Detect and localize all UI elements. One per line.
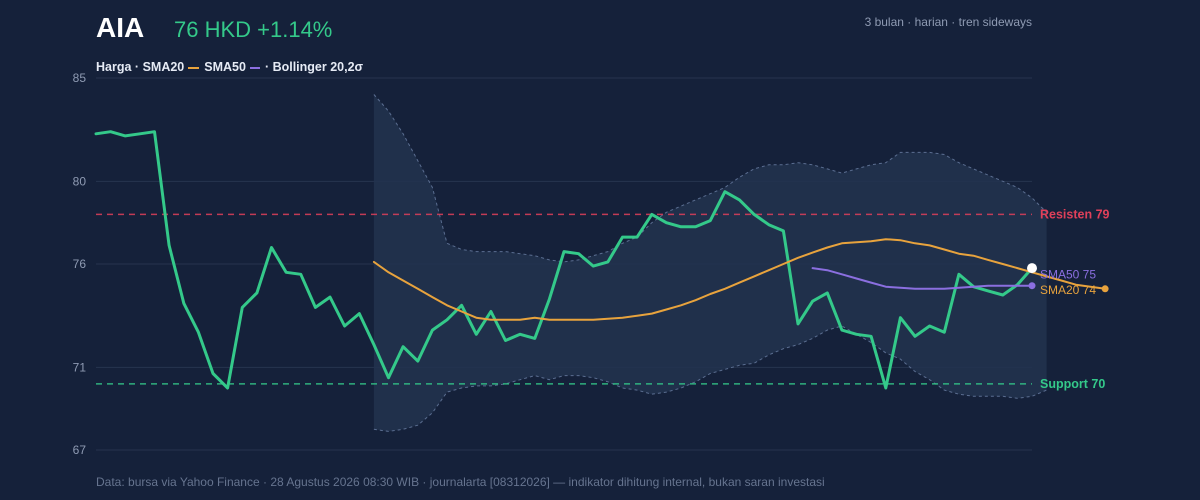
series-line-sma20 [372,238,1107,321]
sma20-end-label: SMA20 74 [1040,283,1096,297]
legend-sma50: SMA50 [204,60,246,74]
ticker-symbol: AIA [96,12,145,43]
series-line-sma50 [811,267,1033,290]
legend-sma20-swatch [188,66,200,69]
legend-bollinger: · Bollinger 20,2σ [264,60,364,74]
bollinger-band [373,94,1047,432]
series-line-harga [94,130,1034,390]
legend-sma20: SMA20 [142,60,185,74]
sma50-last-marker [1028,282,1036,290]
sma20-last-marker [1101,285,1109,293]
bollinger-upper [373,94,1047,263]
sma50-end-label: SMA50 75 [1040,268,1096,282]
resistance-label: Resisten 79 [1040,207,1110,221]
chart-meta: 3 bulan · harian · tren sideways [864,15,1032,29]
legend-sma50-swatch [249,66,260,69]
legend-price: Harga · [96,60,140,74]
price-last-marker [1027,263,1037,274]
chart-legend: Harga · SMA20 SMA50 · Bollinger 20,2σ [96,60,363,74]
source-footer: Data: bursa via Yahoo Finance · 28 Agust… [96,475,825,489]
y-tick-label: 85 [73,71,87,85]
price-quote: 76 HKD +1.14% [174,17,333,42]
y-tick-label: 71 [73,360,87,374]
y-tick-label: 76 [73,257,87,271]
support-label: Support 70 [1040,377,1105,391]
y-tick-label: 67 [73,443,87,457]
y-tick-label: 80 [73,174,87,188]
